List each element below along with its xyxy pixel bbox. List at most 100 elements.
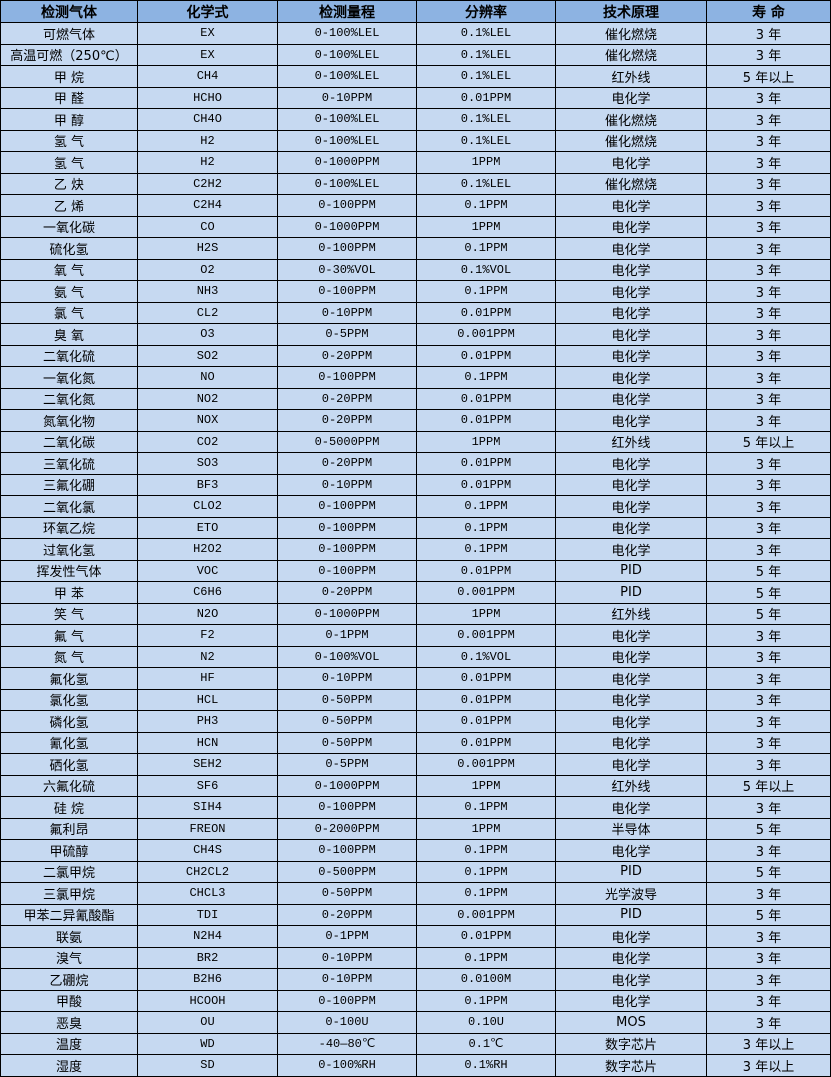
cell-chemical-formula: EX	[137, 43, 278, 66]
cell-detection-range: 0-100PPM	[277, 839, 417, 862]
cell-detection-range: 0-100PPM	[277, 559, 417, 582]
cell-gas-name: 过氧化氢	[0, 538, 138, 561]
cell-detection-range: 0-100PPM	[277, 516, 417, 539]
cell-chemical-formula: H2S	[137, 237, 278, 260]
cell-gas-name: 笑 气	[0, 602, 138, 625]
cell-gas-name: 氧 气	[0, 258, 138, 281]
cell-principle: 电化学	[555, 151, 707, 174]
cell-detection-range: 0-100U	[277, 1011, 417, 1034]
table-row: 六氟化硫 SF6 0-1000PPM 1PPM 红外线 5 年以上	[0, 774, 831, 797]
cell-gas-name: 氯 气	[0, 301, 138, 324]
cell-chemical-formula: CL2	[137, 301, 278, 324]
cell-resolution: 0.01PPM	[416, 452, 556, 475]
cell-lifespan: 3 年	[706, 989, 831, 1012]
cell-principle: 电化学	[555, 366, 707, 389]
cell-lifespan: 5 年	[706, 860, 831, 883]
cell-detection-range: 0-100%LEL	[277, 108, 417, 131]
table-row: 氮氧化物 NOX 0-20PPM 0.01PPM 电化学 3 年	[0, 409, 831, 432]
cell-lifespan: 3 年	[706, 409, 831, 432]
cell-detection-range: 0-10PPM	[277, 946, 417, 969]
cell-resolution: 0.1%LEL	[416, 172, 556, 195]
cell-gas-name: 联氨	[0, 925, 138, 948]
cell-detection-range: 0-100PPM	[277, 538, 417, 561]
cell-principle: 电化学	[555, 301, 707, 324]
cell-chemical-formula: C2H4	[137, 194, 278, 217]
cell-detection-range: 0-100PPM	[277, 194, 417, 217]
cell-resolution: 0.01PPM	[416, 387, 556, 410]
cell-resolution: 0.01PPM	[416, 731, 556, 754]
cell-gas-name: 高温可燃（250℃）	[0, 43, 138, 66]
cell-principle: MOS	[555, 1011, 707, 1034]
cell-detection-range: 0-30%VOL	[277, 258, 417, 281]
cell-lifespan: 3 年	[706, 172, 831, 195]
cell-principle: 红外线	[555, 602, 707, 625]
cell-chemical-formula: ETO	[137, 516, 278, 539]
cell-principle: 催化燃烧	[555, 129, 707, 152]
cell-chemical-formula: SO2	[137, 344, 278, 367]
cell-detection-range: 0-1000PPM	[277, 602, 417, 625]
cell-gas-name: 氢 气	[0, 151, 138, 174]
cell-principle: 红外线	[555, 65, 707, 88]
cell-principle: 电化学	[555, 280, 707, 303]
cell-gas-name: 甲 醛	[0, 86, 138, 109]
cell-chemical-formula: NOX	[137, 409, 278, 432]
cell-detection-range: 0-100%LEL	[277, 65, 417, 88]
cell-resolution: 0.001PPM	[416, 323, 556, 346]
cell-lifespan: 3 年	[706, 86, 831, 109]
cell-chemical-formula: SD	[137, 1054, 278, 1077]
cell-chemical-formula: CH4O	[137, 108, 278, 131]
cell-chemical-formula: CO	[137, 215, 278, 238]
table-row: 过氧化氢 H2O2 0-100PPM 0.1PPM 电化学 3 年	[0, 538, 831, 561]
cell-principle: 电化学	[555, 516, 707, 539]
cell-principle: 电化学	[555, 538, 707, 561]
table-row: 氯 气 CL2 0-10PPM 0.01PPM 电化学 3 年	[0, 301, 831, 324]
cell-gas-name: 硒化氢	[0, 753, 138, 776]
cell-principle: 电化学	[555, 989, 707, 1012]
cell-lifespan: 3 年	[706, 1011, 831, 1034]
table-row: 湿度 SD 0-100%RH 0.1%RH 数字芯片 3 年以上	[0, 1054, 831, 1077]
cell-chemical-formula: HCOOH	[137, 989, 278, 1012]
cell-lifespan: 5 年	[706, 903, 831, 926]
cell-principle: 电化学	[555, 86, 707, 109]
cell-chemical-formula: CO2	[137, 430, 278, 453]
cell-gas-name: 氮 气	[0, 645, 138, 668]
cell-resolution: 0.01PPM	[416, 473, 556, 496]
cell-chemical-formula: VOC	[137, 559, 278, 582]
cell-gas-name: 氮氧化物	[0, 409, 138, 432]
cell-gas-name: 氯化氢	[0, 688, 138, 711]
cell-chemical-formula: HCL	[137, 688, 278, 711]
cell-lifespan: 3 年	[706, 645, 831, 668]
cell-gas-name: 氨 气	[0, 280, 138, 303]
cell-chemical-formula: BR2	[137, 946, 278, 969]
cell-principle: PID	[555, 860, 707, 883]
table-row: 恶臭 OU 0-100U 0.10U MOS 3 年	[0, 1011, 831, 1034]
cell-gas-name: 环氧乙烷	[0, 516, 138, 539]
cell-principle: 电化学	[555, 753, 707, 776]
cell-detection-range: 0-20PPM	[277, 409, 417, 432]
table-row: 二氧化氮 NO2 0-20PPM 0.01PPM 电化学 3 年	[0, 387, 831, 410]
cell-detection-range: 0-1PPM	[277, 624, 417, 647]
cell-principle: 电化学	[555, 968, 707, 991]
cell-principle: 电化学	[555, 796, 707, 819]
cell-chemical-formula: NO2	[137, 387, 278, 410]
cell-lifespan: 3 年	[706, 43, 831, 66]
cell-chemical-formula: OU	[137, 1011, 278, 1034]
cell-gas-name: 温度	[0, 1032, 138, 1055]
cell-chemical-formula: HCHO	[137, 86, 278, 109]
cell-detection-range: 0-100%LEL	[277, 129, 417, 152]
cell-chemical-formula: CHCL3	[137, 882, 278, 905]
cell-chemical-formula: NH3	[137, 280, 278, 303]
cell-lifespan: 3 年	[706, 495, 831, 518]
cell-lifespan: 3 年	[706, 215, 831, 238]
cell-lifespan: 5 年	[706, 602, 831, 625]
table-row: 联氨 N2H4 0-1PPM 0.01PPM 电化学 3 年	[0, 925, 831, 948]
table-row: 三氧化硫 SO3 0-20PPM 0.01PPM 电化学 3 年	[0, 452, 831, 475]
cell-gas-name: 二氧化硫	[0, 344, 138, 367]
table-row: 乙 烯 C2H4 0-100PPM 0.1PPM 电化学 3 年	[0, 194, 831, 217]
cell-detection-range: 0-100%RH	[277, 1054, 417, 1077]
cell-detection-range: 0-100PPM	[277, 237, 417, 260]
cell-detection-range: 0-1PPM	[277, 925, 417, 948]
cell-gas-name: 氢 气	[0, 129, 138, 152]
cell-lifespan: 5 年以上	[706, 430, 831, 453]
